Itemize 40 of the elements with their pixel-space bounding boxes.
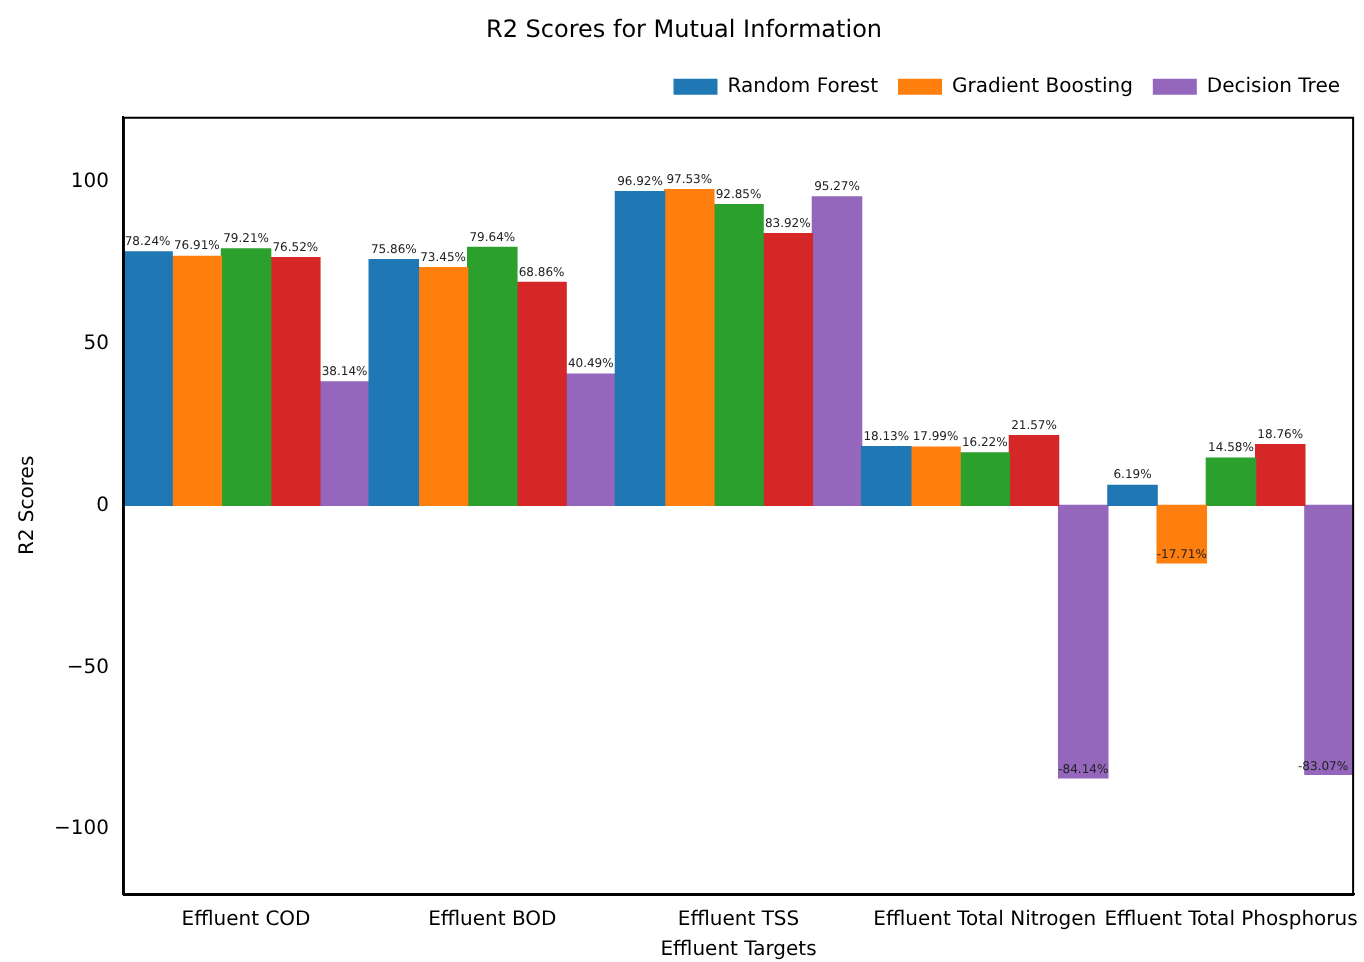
bar: [811, 196, 863, 507]
bar: [368, 259, 420, 507]
bar: [220, 248, 272, 507]
bar: [270, 256, 321, 507]
bar: [614, 190, 666, 507]
bar: [713, 204, 764, 507]
bar: [860, 446, 912, 507]
x-tick-label: Effluent Total Nitrogen: [873, 909, 1097, 932]
x-tick-label: Effluent COD: [181, 909, 312, 932]
y-tick-label: −50: [66, 656, 109, 679]
bar: [417, 266, 469, 507]
legend-label: Decision Tree: [1206, 75, 1341, 98]
x-tick-label: Effluent BOD: [428, 909, 558, 932]
x-axis-title: Effluent Targets: [660, 939, 817, 962]
bar: [1057, 504, 1109, 779]
bar: [663, 188, 715, 507]
y-axis-title: R2 Scores: [17, 455, 40, 556]
chart-title: R2 Scores for Mutual Information: [485, 14, 883, 43]
y-tick-label: 0: [96, 494, 109, 517]
bar: [467, 246, 518, 507]
bar: [762, 232, 814, 507]
legend-label: Random Forest: [727, 75, 879, 98]
bar: [171, 255, 223, 507]
bar: [565, 373, 617, 507]
bar: [1205, 457, 1257, 507]
bar: [319, 381, 370, 507]
y-tick-label: 50: [83, 332, 109, 355]
x-tick-label: Effluent TSS: [677, 909, 800, 932]
y-tick-label: −100: [53, 818, 109, 841]
bar: [910, 446, 961, 507]
bar: [959, 452, 1011, 507]
legend-label: Gradient Boosting: [952, 75, 1133, 98]
bar: [1156, 504, 1208, 564]
bar: [1254, 443, 1306, 507]
bar: [516, 281, 567, 507]
x-tick-label: Effluent Total Phosphorus: [1104, 909, 1358, 932]
y-tick-label: 100: [70, 170, 109, 193]
bar: [1008, 434, 1060, 507]
bar: [1107, 484, 1158, 507]
bar: [122, 251, 173, 507]
